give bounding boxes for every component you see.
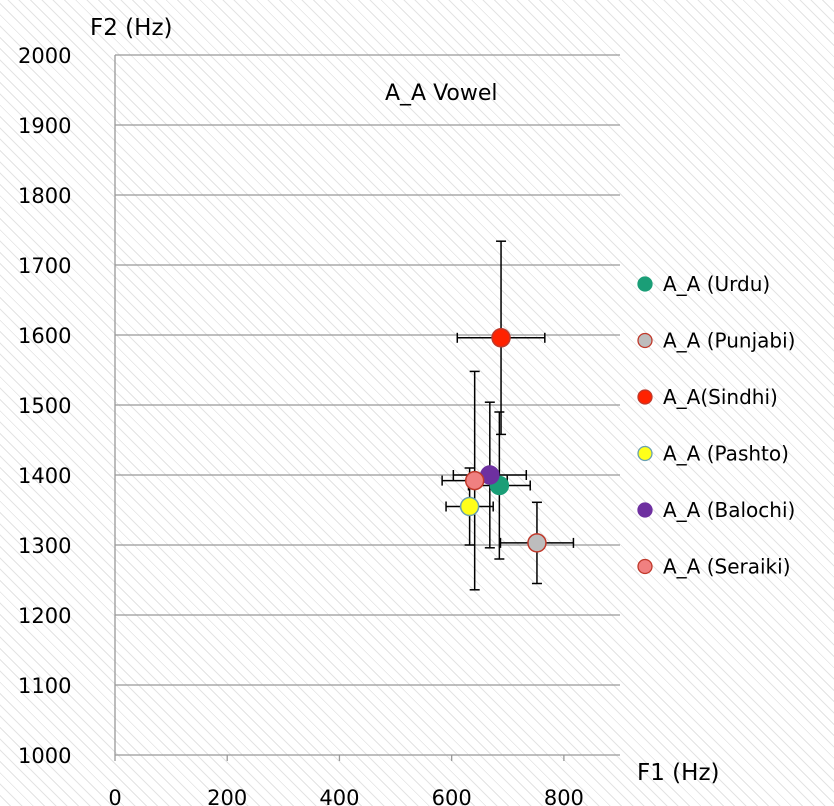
legend-label-4: A_A (Balochi) <box>663 498 795 522</box>
legend-label-0: A_A (Urdu) <box>663 272 770 296</box>
y-tick-label-1100: 1100 <box>18 674 71 698</box>
grid-lines <box>115 54 620 756</box>
y-tick-label-1600: 1600 <box>18 324 71 348</box>
x-tick-label-600: 600 <box>432 786 472 806</box>
x-tick-label-800: 800 <box>544 786 584 806</box>
x-tick-label-400: 400 <box>319 786 359 806</box>
y-tick-label-1000: 1000 <box>18 744 71 768</box>
data-points <box>459 328 547 553</box>
y-tick-label-1500: 1500 <box>18 394 71 418</box>
legend-marker-4 <box>637 502 653 518</box>
y-tick-label-1200: 1200 <box>18 604 71 628</box>
legend-marker-0 <box>637 276 653 292</box>
legend-marker-3 <box>637 445 653 462</box>
legend-label-1: A_A (Punjabi) <box>663 329 795 353</box>
legend: A_A (Urdu) A_A (Punjabi) A_A(Sindhi) A_A (P… <box>637 272 795 579</box>
legend-label-2: A_A(Sindhi) <box>663 385 778 409</box>
y-tick-label-1400: 1400 <box>18 464 71 488</box>
y-tick-label-1800: 1800 <box>18 184 71 208</box>
x-tick-label-0: 0 <box>108 786 121 806</box>
data-point-1 <box>527 533 547 553</box>
legend-marker-5 <box>637 558 653 575</box>
x-tick-label-200: 200 <box>207 786 247 806</box>
legend-label-3: A_A (Pashto) <box>663 442 789 466</box>
x-axis-title: F1 (Hz) <box>637 760 720 786</box>
chart-title: A_A Vowel <box>385 81 498 106</box>
y-tick-label-2000: 2000 <box>18 44 71 68</box>
tick-labels: 1000 1100 1200 1300 1400 1500 1600 1700 1800 1900… <box>18 44 584 806</box>
legend-marker-1 <box>637 332 653 349</box>
y-axis-title: F2 (Hz) <box>90 15 173 41</box>
y-tick-label-1900: 1900 <box>18 114 71 138</box>
error-bars <box>441 240 575 591</box>
axes <box>114 55 565 761</box>
legend-label-5: A_A (Seraiki) <box>663 555 791 579</box>
data-point-5 <box>464 470 485 491</box>
y-tick-label-1300: 1300 <box>18 534 71 558</box>
y-tick-label-1700: 1700 <box>18 254 71 278</box>
data-point-2 <box>491 328 511 348</box>
data-point-3 <box>459 496 480 517</box>
legend-marker-2 <box>637 389 653 405</box>
